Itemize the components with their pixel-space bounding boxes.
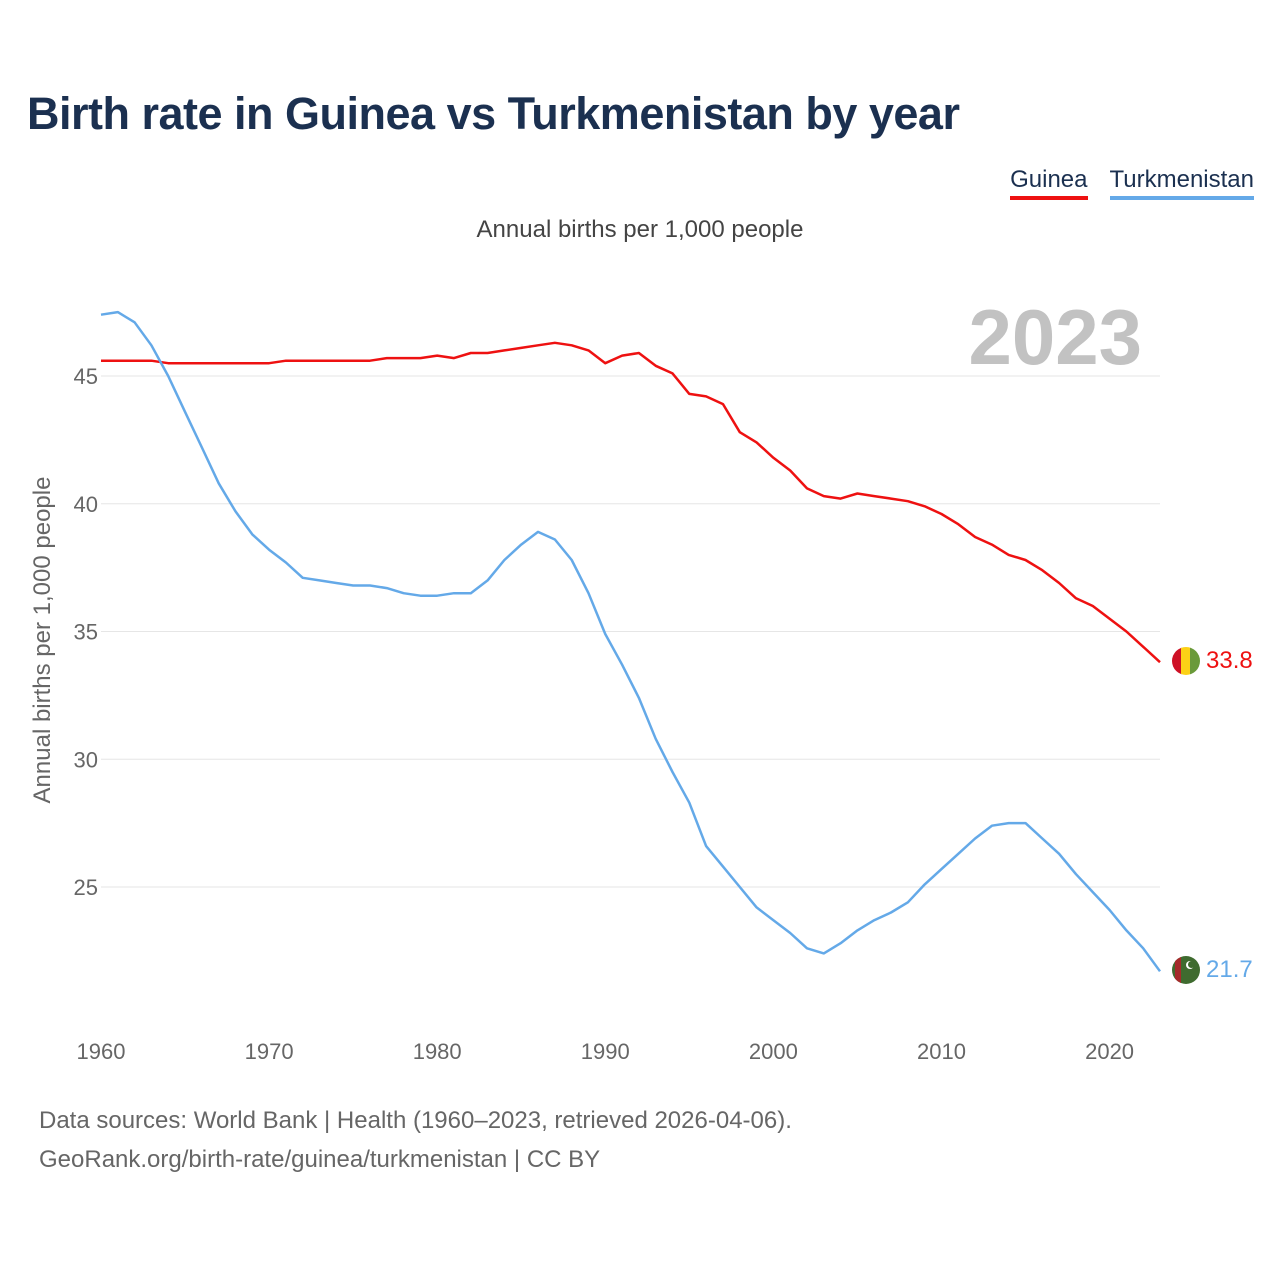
y-axis-title: Annual births per 1,000 people [29,477,56,804]
y-tick-label: 25 [74,875,98,900]
end-label-turkmenistan: 21.7 [1206,956,1253,983]
chart-subtitle: Annual births per 1,000 people [476,216,804,243]
guinea-flag-icon [1172,647,1200,675]
x-tick-label: 1970 [245,1039,294,1064]
legend: Guinea Turkmenistan [1010,166,1254,200]
x-tick-label: 1960 [77,1039,126,1064]
x-tick-label: 1990 [581,1039,630,1064]
end-label-guinea: 33.8 [1206,647,1253,674]
y-tick-label: 30 [74,747,98,772]
x-axis-ticks: 1960 1970 1980 1990 2000 2010 2020 [77,1039,1135,1064]
legend-item-turkmenistan[interactable]: Turkmenistan [1109,166,1254,200]
series-line-guinea[interactable] [101,341,1161,664]
y-tick-label: 45 [74,364,98,389]
turkmenistan-flag-icon [1172,956,1200,984]
y-tick-label: 35 [74,620,98,645]
series-lines [100,310,1162,973]
y-axis-ticks: 25 30 35 40 45 [74,364,98,900]
grid-lines [101,375,1160,888]
footer-link[interactable]: GeoRank.org/birth-rate/guinea/turkmenist… [39,1146,601,1173]
footer-source: Data sources: World Bank | Health (1960–… [39,1107,792,1134]
x-tick-label: 1980 [413,1039,462,1064]
year-label: 2023 [968,293,1142,381]
series-line-turkmenistan[interactable] [100,310,1162,973]
x-tick-label: 2010 [917,1039,966,1064]
x-tick-label: 2000 [749,1039,798,1064]
y-tick-label: 40 [74,492,98,517]
x-tick-label: 2020 [1085,1039,1134,1064]
chart-title: Birth rate in Guinea vs Turkmenistan by … [27,88,960,139]
legend-item-guinea[interactable]: Guinea [1010,166,1088,200]
